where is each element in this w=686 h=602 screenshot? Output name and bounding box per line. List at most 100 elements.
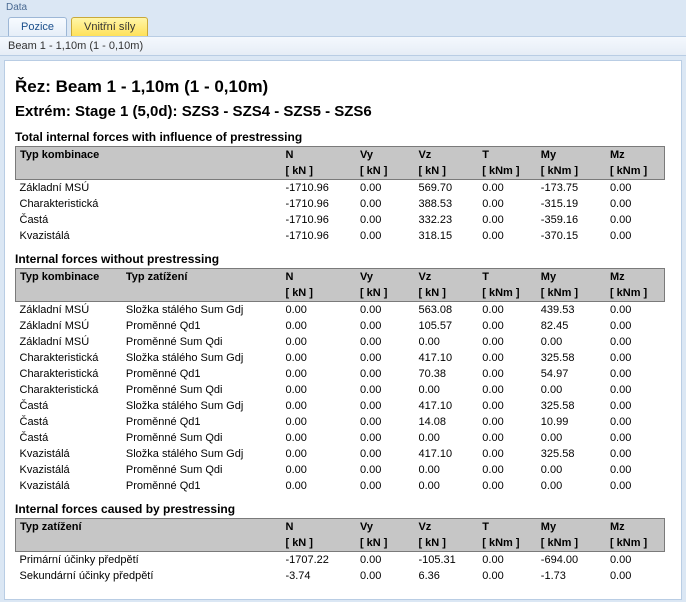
cell-vz: 569.70 bbox=[414, 180, 478, 197]
table-row: Charakteristická-1710.960.00388.530.00-3… bbox=[16, 196, 665, 212]
cell-n: -1707.22 bbox=[281, 552, 355, 569]
cell-n: -3.74 bbox=[281, 568, 355, 584]
heading-extrem: Extrém: Stage 1 (5,0d): SZS3 - SZS4 - SZ… bbox=[15, 103, 671, 120]
unit-kn: [ kN ] bbox=[414, 535, 478, 552]
heading-rez: Řez: Beam 1 - 1,10m (1 - 0,10m) bbox=[15, 77, 671, 97]
cell-vy: 0.00 bbox=[356, 446, 415, 462]
col-mz: Mz bbox=[606, 147, 665, 164]
col-typ-zatizeni: Typ zatížení bbox=[122, 269, 282, 286]
cell-n: 0.00 bbox=[281, 382, 355, 398]
content-area: Řez: Beam 1 - 1,10m (1 - 0,10m) Extrém: … bbox=[4, 60, 682, 600]
cell-my: 439.53 bbox=[537, 302, 606, 319]
table-row: Sekundární účinky předpětí-3.740.006.360… bbox=[16, 568, 665, 584]
cell-mz: 0.00 bbox=[606, 350, 665, 366]
cell-my: 54.97 bbox=[537, 366, 606, 382]
col-vz: Vz bbox=[414, 519, 478, 536]
cell-vy: 0.00 bbox=[356, 212, 415, 228]
cell-vz: 0.00 bbox=[414, 334, 478, 350]
unit-kn: [ kN ] bbox=[281, 285, 355, 302]
cell-komb: Základní MSÚ bbox=[16, 318, 122, 334]
section-without-title: Internal forces without prestressing bbox=[15, 252, 671, 266]
cell-n: 0.00 bbox=[281, 398, 355, 414]
cell-my: 82.45 bbox=[537, 318, 606, 334]
cell-vz: 388.53 bbox=[414, 196, 478, 212]
cell-n: 0.00 bbox=[281, 302, 355, 319]
cell-my: -1.73 bbox=[537, 568, 606, 584]
cell-n: 0.00 bbox=[281, 446, 355, 462]
cell-komb: Častá bbox=[16, 414, 122, 430]
cell-t: 0.00 bbox=[478, 228, 537, 244]
col-my: My bbox=[537, 519, 606, 536]
cell-zat: Proměnné Qd1 bbox=[122, 478, 282, 494]
table-row: Častá-1710.960.00332.230.00-359.160.00 bbox=[16, 212, 665, 228]
cell-vy: 0.00 bbox=[356, 430, 415, 446]
table-row: Základní MSÚProměnné Qd10.000.00105.570.… bbox=[16, 318, 665, 334]
col-vy: Vy bbox=[356, 269, 415, 286]
cell-my: 10.99 bbox=[537, 414, 606, 430]
col-n: N bbox=[281, 147, 355, 164]
unit-kn: [ kN ] bbox=[356, 163, 415, 180]
cell-n: 0.00 bbox=[281, 414, 355, 430]
cell-t: 0.00 bbox=[478, 334, 537, 350]
unit-kn: [ kN ] bbox=[281, 535, 355, 552]
table-row: CharakteristickáProměnné Qd10.000.0070.3… bbox=[16, 366, 665, 382]
col-t: T bbox=[478, 519, 537, 536]
cell-t: 0.00 bbox=[478, 302, 537, 319]
unit-knm: [ kNm ] bbox=[537, 163, 606, 180]
cell-komb: Kvazistálá bbox=[16, 478, 122, 494]
tab-pozice[interactable]: Pozice bbox=[8, 17, 67, 36]
cell-t: 0.00 bbox=[478, 414, 537, 430]
cell-zat: Proměnné Sum Qdi bbox=[122, 382, 282, 398]
cell-my: 0.00 bbox=[537, 478, 606, 494]
cell-mz: 0.00 bbox=[606, 212, 665, 228]
cell-vz: 0.00 bbox=[414, 382, 478, 398]
table-row: KvazistáláProměnné Qd10.000.000.000.000.… bbox=[16, 478, 665, 494]
ribbon-title: Data bbox=[0, 0, 686, 13]
col-typ-zatizeni: Typ zatížení bbox=[16, 519, 282, 536]
cell-vz: -105.31 bbox=[414, 552, 478, 569]
cell-n: 0.00 bbox=[281, 350, 355, 366]
cell-zat: Proměnné Sum Qdi bbox=[122, 430, 282, 446]
cell-mz: 0.00 bbox=[606, 318, 665, 334]
cell-t: 0.00 bbox=[478, 462, 537, 478]
cell-mz: 0.00 bbox=[606, 478, 665, 494]
cell-vy: 0.00 bbox=[356, 552, 415, 569]
cell-komb: Charakteristická bbox=[16, 366, 122, 382]
table-row: Primární účinky předpětí-1707.220.00-105… bbox=[16, 552, 665, 569]
col-mz: Mz bbox=[606, 269, 665, 286]
section-total-title: Total internal forces with influence of … bbox=[15, 130, 671, 144]
cell-zat: Složka stálého Sum Gdj bbox=[122, 302, 282, 319]
unit-kn: [ kN ] bbox=[414, 163, 478, 180]
cell-vy: 0.00 bbox=[356, 462, 415, 478]
table-row: KvazistáláProměnné Sum Qdi0.000.000.000.… bbox=[16, 462, 665, 478]
cell-vy: 0.00 bbox=[356, 382, 415, 398]
cell-mz: 0.00 bbox=[606, 414, 665, 430]
table-row: ČastáProměnné Qd10.000.0014.080.0010.990… bbox=[16, 414, 665, 430]
cell-t: 0.00 bbox=[478, 478, 537, 494]
unit-knm: [ kNm ] bbox=[478, 163, 537, 180]
cell-mz: 0.00 bbox=[606, 180, 665, 197]
col-n: N bbox=[281, 519, 355, 536]
col-mz: Mz bbox=[606, 519, 665, 536]
cell-mz: 0.00 bbox=[606, 334, 665, 350]
cell-zat: Proměnné Sum Qdi bbox=[122, 334, 282, 350]
cell-t: 0.00 bbox=[478, 212, 537, 228]
cell-n: 0.00 bbox=[281, 478, 355, 494]
tab-vnitrni-sily[interactable]: Vnitřní síly bbox=[71, 17, 148, 36]
cell-vz: 70.38 bbox=[414, 366, 478, 382]
cell-vy: 0.00 bbox=[356, 478, 415, 494]
cell-vy: 0.00 bbox=[356, 366, 415, 382]
cell-vy: 0.00 bbox=[356, 318, 415, 334]
table-row: Kvazistálá-1710.960.00318.150.00-370.150… bbox=[16, 228, 665, 244]
cell-mz: 0.00 bbox=[606, 302, 665, 319]
table-total: Typ kombinace N Vy Vz T My Mz [ kN ] [ k… bbox=[15, 146, 665, 244]
unit-knm: [ kNm ] bbox=[606, 285, 665, 302]
unit-kn: [ kN ] bbox=[414, 285, 478, 302]
table-row: CharakteristickáProměnné Sum Qdi0.000.00… bbox=[16, 382, 665, 398]
cell-vy: 0.00 bbox=[356, 414, 415, 430]
cell-my: 0.00 bbox=[537, 462, 606, 478]
cell-vz: 105.57 bbox=[414, 318, 478, 334]
cell-t: 0.00 bbox=[478, 180, 537, 197]
cell-mz: 0.00 bbox=[606, 568, 665, 584]
cell-komb: Kvazistálá bbox=[16, 462, 122, 478]
